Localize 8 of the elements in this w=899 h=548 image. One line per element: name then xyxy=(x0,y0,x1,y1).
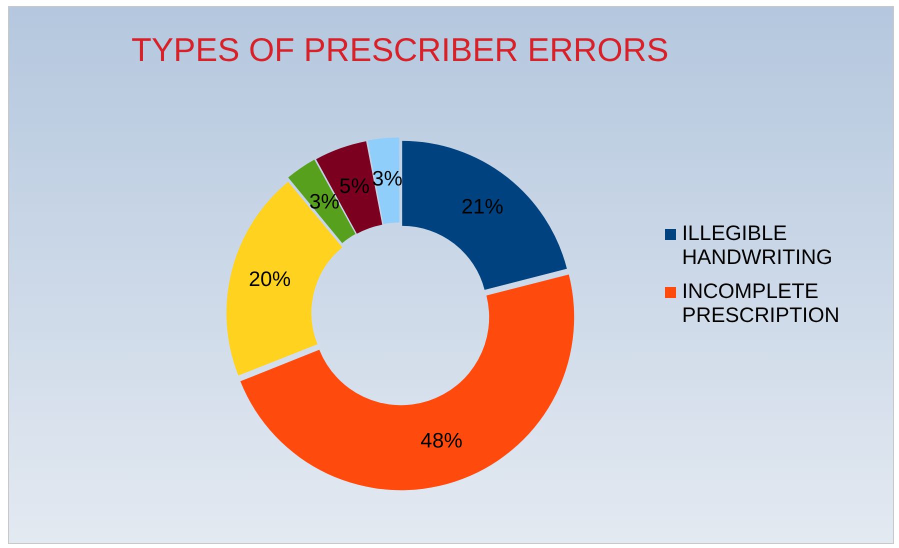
legend-label: ILLEGIBLE HANDWRITING xyxy=(682,222,834,270)
chart-title: TYPES OF PRESCRIBER ERRORS xyxy=(131,30,669,68)
data-label: 5% xyxy=(339,175,370,198)
legend-label: INCOMPLETE PRESCRIPTION xyxy=(682,280,841,328)
data-label: 21% xyxy=(461,195,504,218)
data-label: 48% xyxy=(420,430,463,453)
data-label: 3% xyxy=(372,168,403,191)
data-label: 20% xyxy=(248,268,291,292)
